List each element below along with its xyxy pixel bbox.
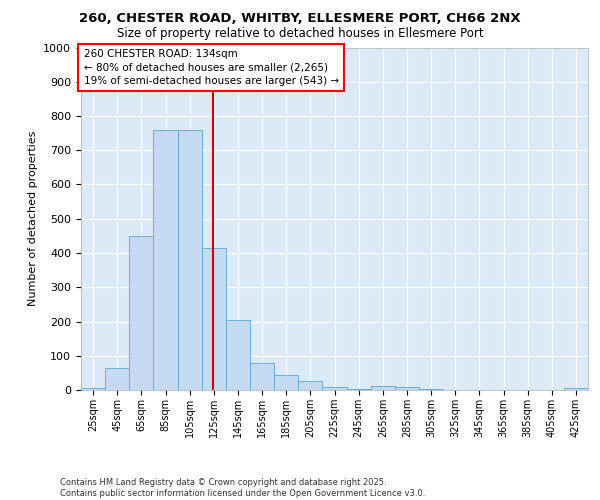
Bar xyxy=(202,248,226,390)
Bar xyxy=(81,388,105,390)
Text: 260, CHESTER ROAD, WHITBY, ELLESMERE PORT, CH66 2NX: 260, CHESTER ROAD, WHITBY, ELLESMERE POR… xyxy=(79,12,521,26)
Bar xyxy=(274,374,298,390)
Bar xyxy=(298,382,322,390)
Bar xyxy=(322,388,347,390)
Text: 260 CHESTER ROAD: 134sqm
← 80% of detached houses are smaller (2,265)
19% of sem: 260 CHESTER ROAD: 134sqm ← 80% of detach… xyxy=(83,49,338,86)
Bar xyxy=(129,236,154,390)
Bar xyxy=(395,386,419,390)
Y-axis label: Number of detached properties: Number of detached properties xyxy=(28,131,38,306)
Bar xyxy=(564,388,588,390)
Bar xyxy=(226,320,250,390)
Bar xyxy=(154,130,178,390)
Text: Size of property relative to detached houses in Ellesmere Port: Size of property relative to detached ho… xyxy=(116,28,484,40)
Bar xyxy=(371,386,395,390)
Bar xyxy=(178,130,202,390)
Bar xyxy=(250,362,274,390)
Text: Contains HM Land Registry data © Crown copyright and database right 2025.
Contai: Contains HM Land Registry data © Crown c… xyxy=(60,478,425,498)
Bar xyxy=(105,368,129,390)
Bar xyxy=(347,389,371,390)
